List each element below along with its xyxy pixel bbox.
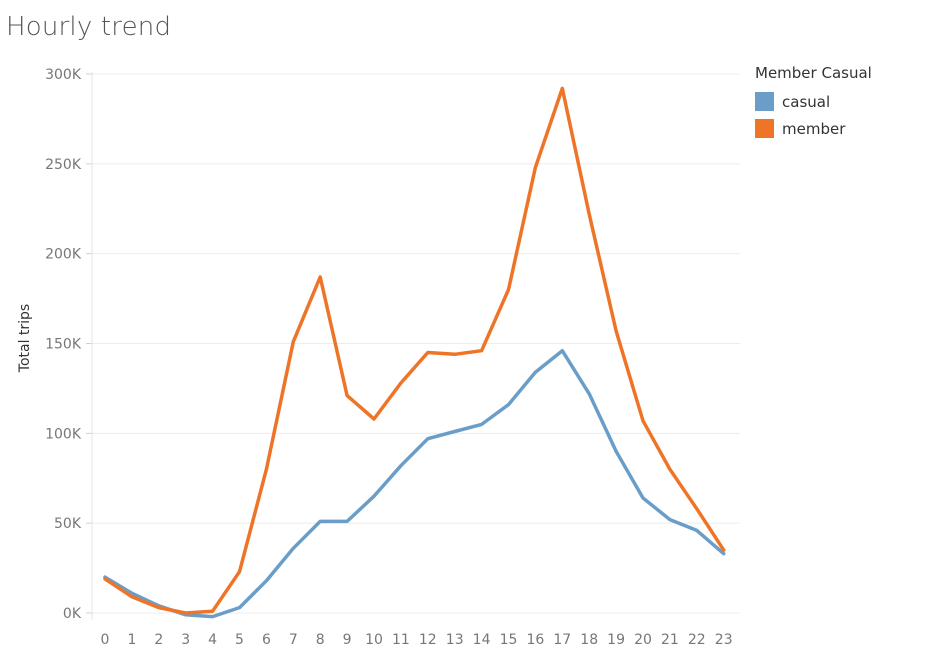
x-tick-label: 1 [127,632,136,648]
x-tick-label: 14 [473,632,491,648]
legend-item-member[interactable]: member [755,115,872,142]
legend-item-casual[interactable]: casual [755,88,872,115]
y-tick-label: 300K [45,67,82,83]
x-tick-label: 19 [607,632,625,648]
x-tick-label: 22 [688,632,706,648]
y-axis-label: Total trips [17,304,33,373]
y-tick-label: 150K [45,337,82,353]
legend-swatch-member [755,119,774,138]
x-tick-label: 16 [526,632,544,648]
x-tick-label: 9 [343,632,352,648]
x-tick-label: 12 [419,632,437,648]
legend-swatch-casual [755,92,774,111]
x-tick-label: 23 [715,632,733,648]
x-tick-label: 17 [553,632,571,648]
x-tick-label: 10 [365,632,383,648]
x-tick-label: 3 [181,632,190,648]
x-tick-label: 21 [661,632,679,648]
legend-label-member: member [782,119,846,138]
series-line-casual [103,348,726,619]
x-tick-label: 4 [208,632,217,648]
chart-title: Hourly trend [6,12,172,42]
x-tick-label: 7 [289,632,298,648]
y-tick-label: 250K [45,157,82,173]
legend-label-casual: casual [782,92,831,111]
x-tick-label: 0 [101,632,110,648]
x-tick-label: 2 [154,632,163,648]
series-line-member [103,86,726,615]
x-tick-label: 5 [235,632,244,648]
x-tick-label: 6 [262,632,271,648]
y-tick-label: 100K [45,426,82,442]
y-tick-label: 50K [54,516,82,532]
y-tick-label: 200K [45,247,82,263]
x-tick-label: 8 [316,632,325,648]
legend-title: Member Casual [755,64,872,82]
x-tick-label: 15 [500,632,518,648]
x-tick-label: 13 [446,632,464,648]
x-tick-label: 11 [392,632,410,648]
y-tick-label: 0K [63,606,82,622]
x-tick-label: 20 [634,632,652,648]
legend: Member Casual casual member [755,64,872,142]
x-tick-label: 18 [580,632,598,648]
